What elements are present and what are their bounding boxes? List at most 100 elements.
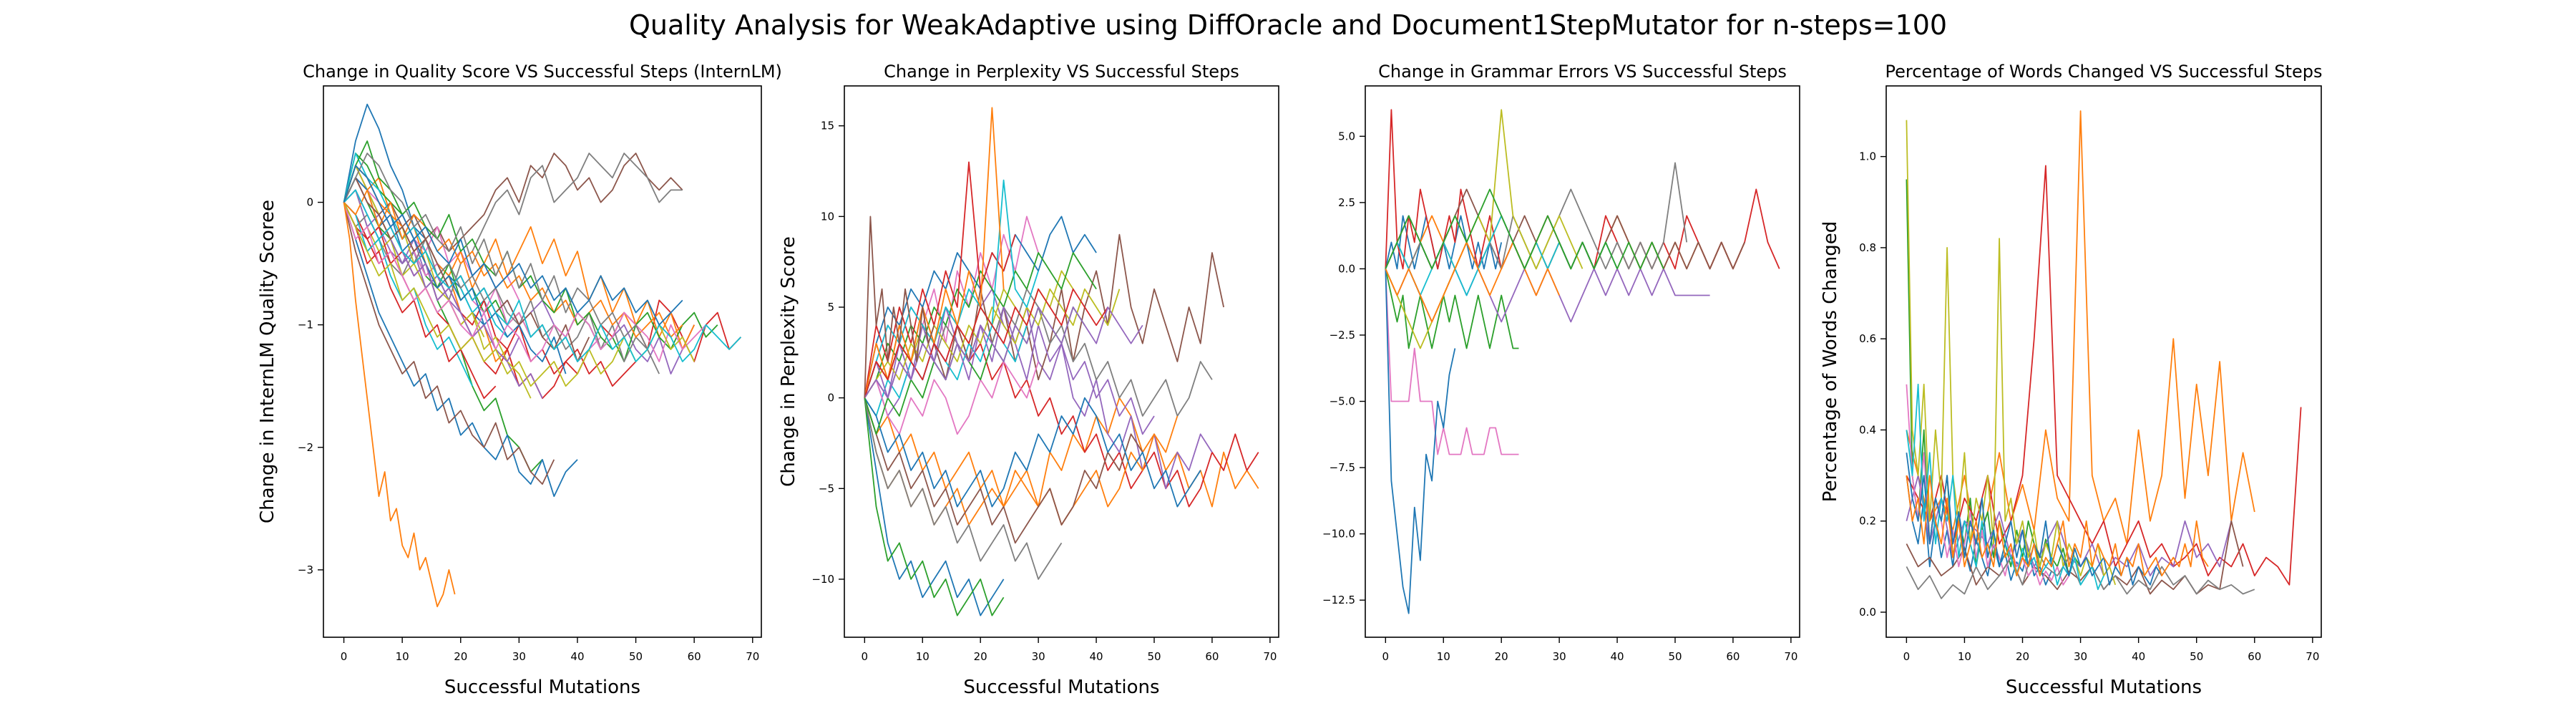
series-line-16 [343,202,555,485]
series-line-11 [343,202,578,498]
series-line-22 [343,189,683,338]
series-line-18 [864,397,1063,580]
subplot-title: Change in Perplexity VS Successful Steps [884,62,1239,82]
y-tick-label: 0.6 [1859,332,1876,345]
series-line-29 [343,202,696,387]
x-tick-label: 10 [396,650,409,663]
series-line-9 [1906,120,2117,586]
y-axis-label: Change in Perplexity Score [778,236,799,487]
series-line-2 [1906,110,2255,545]
y-tick-label: 0.2 [1859,515,1876,528]
y-tick-label: −5.0 [1330,395,1355,408]
y-tick-label: 10 [821,210,834,223]
subplot-title: Percentage of Words Changed VS Successfu… [1885,62,2323,82]
y-axis-ticks: −10 −5 0 5 10 15 [811,120,844,586]
y-tick-label: −10.0 [1322,528,1355,541]
series-line-16 [864,397,1143,544]
x-tick-label: 0 [862,650,869,663]
x-tick-label: 70 [1784,650,1797,663]
subplot-perplexity: 0 10 20 30 40 50 60 70 −10 −5 0 5 10 15 Change in Pe… [778,62,1279,698]
x-tick-label: 20 [1495,650,1508,663]
series-line-9 [1385,109,1584,349]
series-line-14 [864,161,1016,398]
x-tick-label: 70 [1263,650,1277,663]
x-axis-ticks: 0 10 20 30 40 50 60 70 [341,637,759,663]
y-tick-label: 0.0 [1859,606,1876,619]
series-line-7 [1385,268,1519,455]
y-axis-ticks: 0.0 0.2 0.4 0.6 0.8 1.0 [1859,150,1886,619]
series-line-13 [1385,188,1664,270]
y-tick-label: −12.5 [1322,594,1355,606]
series-line-10 [864,324,1028,417]
series-line-15 [343,189,543,399]
x-tick-label: 60 [2248,650,2261,663]
y-tick-label: 0 [306,196,313,209]
x-axis-ticks: 0 10 20 30 40 50 60 70 [1382,637,1797,663]
series-line-17 [864,361,1039,435]
x-axis-ticks: 0 10 20 30 40 50 60 70 [862,637,1277,663]
x-tick-label: 20 [2016,650,2029,663]
y-axis-label: Percentage of Words Changed [1820,221,1841,503]
x-tick-label: 70 [746,650,759,663]
series-line-8 [1385,162,1688,270]
subplot-title: Change in Grammar Errors VS Successful S… [1378,62,1787,82]
series-line-32 [343,202,456,608]
series-layer [864,107,1259,616]
y-tick-label: −10 [811,573,834,586]
y-axis-label: Change in InternLM Quality Scoree [257,200,278,523]
series-line-5 [1385,268,1710,323]
x-tick-label: 20 [454,650,467,663]
series-line-11 [1385,268,1456,614]
series-line-3 [343,153,543,473]
plot-frame [844,85,1279,638]
series-line-27 [343,202,707,362]
x-tick-label: 60 [688,650,701,663]
series-line-30 [343,189,742,362]
series-line-20 [864,179,1039,398]
y-tick-label: −2.5 [1330,329,1355,342]
y-tick-label: 0.8 [1859,241,1876,254]
y-tick-label: 5.0 [1338,130,1355,142]
x-tick-label: 10 [916,650,930,663]
y-tick-label: 2.5 [1338,196,1355,209]
y-tick-label: 15 [821,120,834,132]
y-tick-label: −1 [298,319,313,332]
x-tick-label: 50 [1147,650,1161,663]
x-tick-label: 20 [974,650,987,663]
x-tick-label: 40 [570,650,584,663]
x-tick-label: 40 [1090,650,1103,663]
y-axis-ticks: −3 −2 −1 0 [298,196,323,576]
subplot-grammar-errors: 0 10 20 30 40 50 60 70 −12.5 −10.0 −7.5 −5.0 −2.5 0.… [1322,62,1800,663]
x-tick-label: 10 [1958,650,1971,663]
series-line-24 [864,288,1108,398]
y-tick-label: −7.5 [1330,461,1355,474]
series-line-25 [864,306,1143,399]
x-tick-label: 60 [1205,650,1219,663]
x-tick-label: 30 [1553,650,1566,663]
x-tick-label: 30 [1032,650,1045,663]
x-tick-label: 40 [2132,650,2145,663]
x-tick-label: 70 [2306,650,2319,663]
series-line-10 [1385,215,1618,296]
series-layer [343,103,742,608]
series-layer [1385,109,1780,614]
x-tick-label: 40 [1611,650,1624,663]
subplot-quality-score: 0 10 20 30 40 50 60 70 −3 −2 −1 0 Change in Qualit… [257,62,782,698]
x-tick-label: 30 [2074,650,2087,663]
series-line-3 [1385,268,1519,349]
plot-frame [1365,85,1800,638]
series-line-12 [1385,241,1560,323]
x-tick-label: 50 [2190,650,2203,663]
series-layer [1906,110,2302,599]
x-tick-label: 0 [1382,650,1390,663]
series-line-1 [864,397,1005,616]
series-line-31 [343,165,683,326]
series-line-4 [1906,165,2302,586]
subplot-words-changed: 0 10 20 30 40 50 60 70 0.0 0.2 0.4 0.6 0.8 1.0 Perce… [1820,62,2322,698]
x-tick-label: 60 [1726,650,1740,663]
x-axis-label: Successful Mutations [2006,677,2202,698]
series-line-21 [343,177,567,374]
series-line-12 [1906,475,2209,576]
x-axis-label: Successful Mutations [963,677,1159,698]
